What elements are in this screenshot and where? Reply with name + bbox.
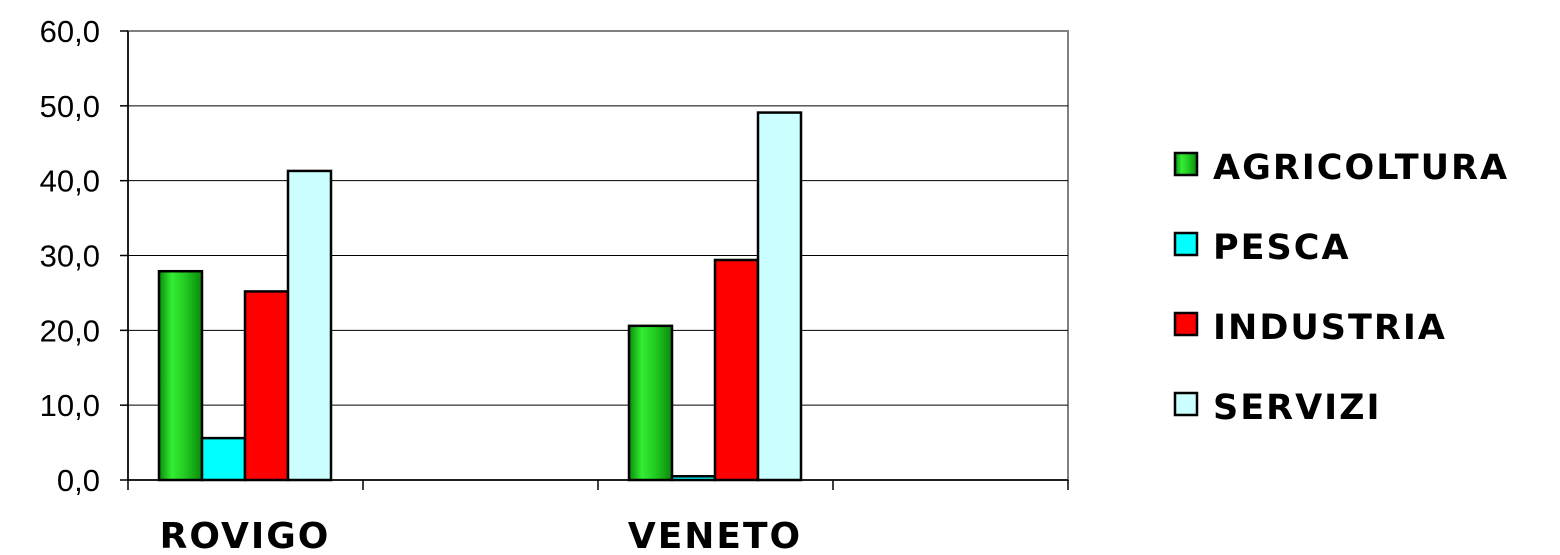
- bar-industria-rovigo: [243, 290, 290, 482]
- x-category-label: ROVIGO: [160, 516, 331, 555]
- legend: AGRICOLTURA PESCA INDUSTRIA SERVIZI: [1173, 148, 1509, 428]
- legend-label-industria: INDUSTRIA: [1213, 308, 1447, 348]
- bar-industria-veneto: [713, 258, 760, 482]
- y-tick-label: 50,0: [40, 89, 100, 124]
- bar-agricoltura-rovigo: [157, 269, 204, 482]
- legend-label-agricoltura: AGRICOLTURA: [1213, 148, 1509, 188]
- y-tick-label: 40,0: [40, 164, 100, 199]
- y-tick-label: 30,0: [40, 239, 100, 274]
- y-tick-label: 0,0: [57, 463, 100, 498]
- y-tick-label: 10,0: [40, 388, 100, 423]
- bar-pesca-veneto: [670, 475, 717, 482]
- legend-swatch-pesca: [1173, 231, 1199, 257]
- x-category-label: VENETO: [628, 516, 802, 555]
- bar-servizi-veneto: [756, 111, 803, 482]
- plot-area: 0,0 10,0 20,0 30,0 40,0 50,0 60,0 ROVIGO VENETO: [40, 14, 1069, 555]
- y-tick-label: 60,0: [40, 14, 100, 49]
- legend-swatch-agricoltura: [1173, 151, 1199, 177]
- bar-servizi-rovigo: [286, 169, 333, 482]
- legend-swatch-industria: [1173, 311, 1199, 337]
- bar-agricoltura-veneto: [627, 324, 674, 482]
- legend-label-pesca: PESCA: [1213, 228, 1351, 268]
- legend-label-servizi: SERVIZI: [1213, 388, 1382, 428]
- y-tick-label: 20,0: [40, 313, 100, 348]
- legend-swatch-servizi: [1173, 391, 1199, 417]
- bar-pesca-rovigo: [200, 436, 247, 482]
